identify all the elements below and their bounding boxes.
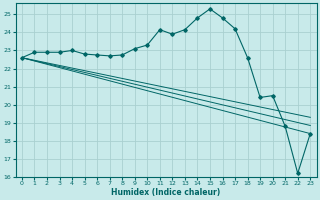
- X-axis label: Humidex (Indice chaleur): Humidex (Indice chaleur): [111, 188, 221, 197]
